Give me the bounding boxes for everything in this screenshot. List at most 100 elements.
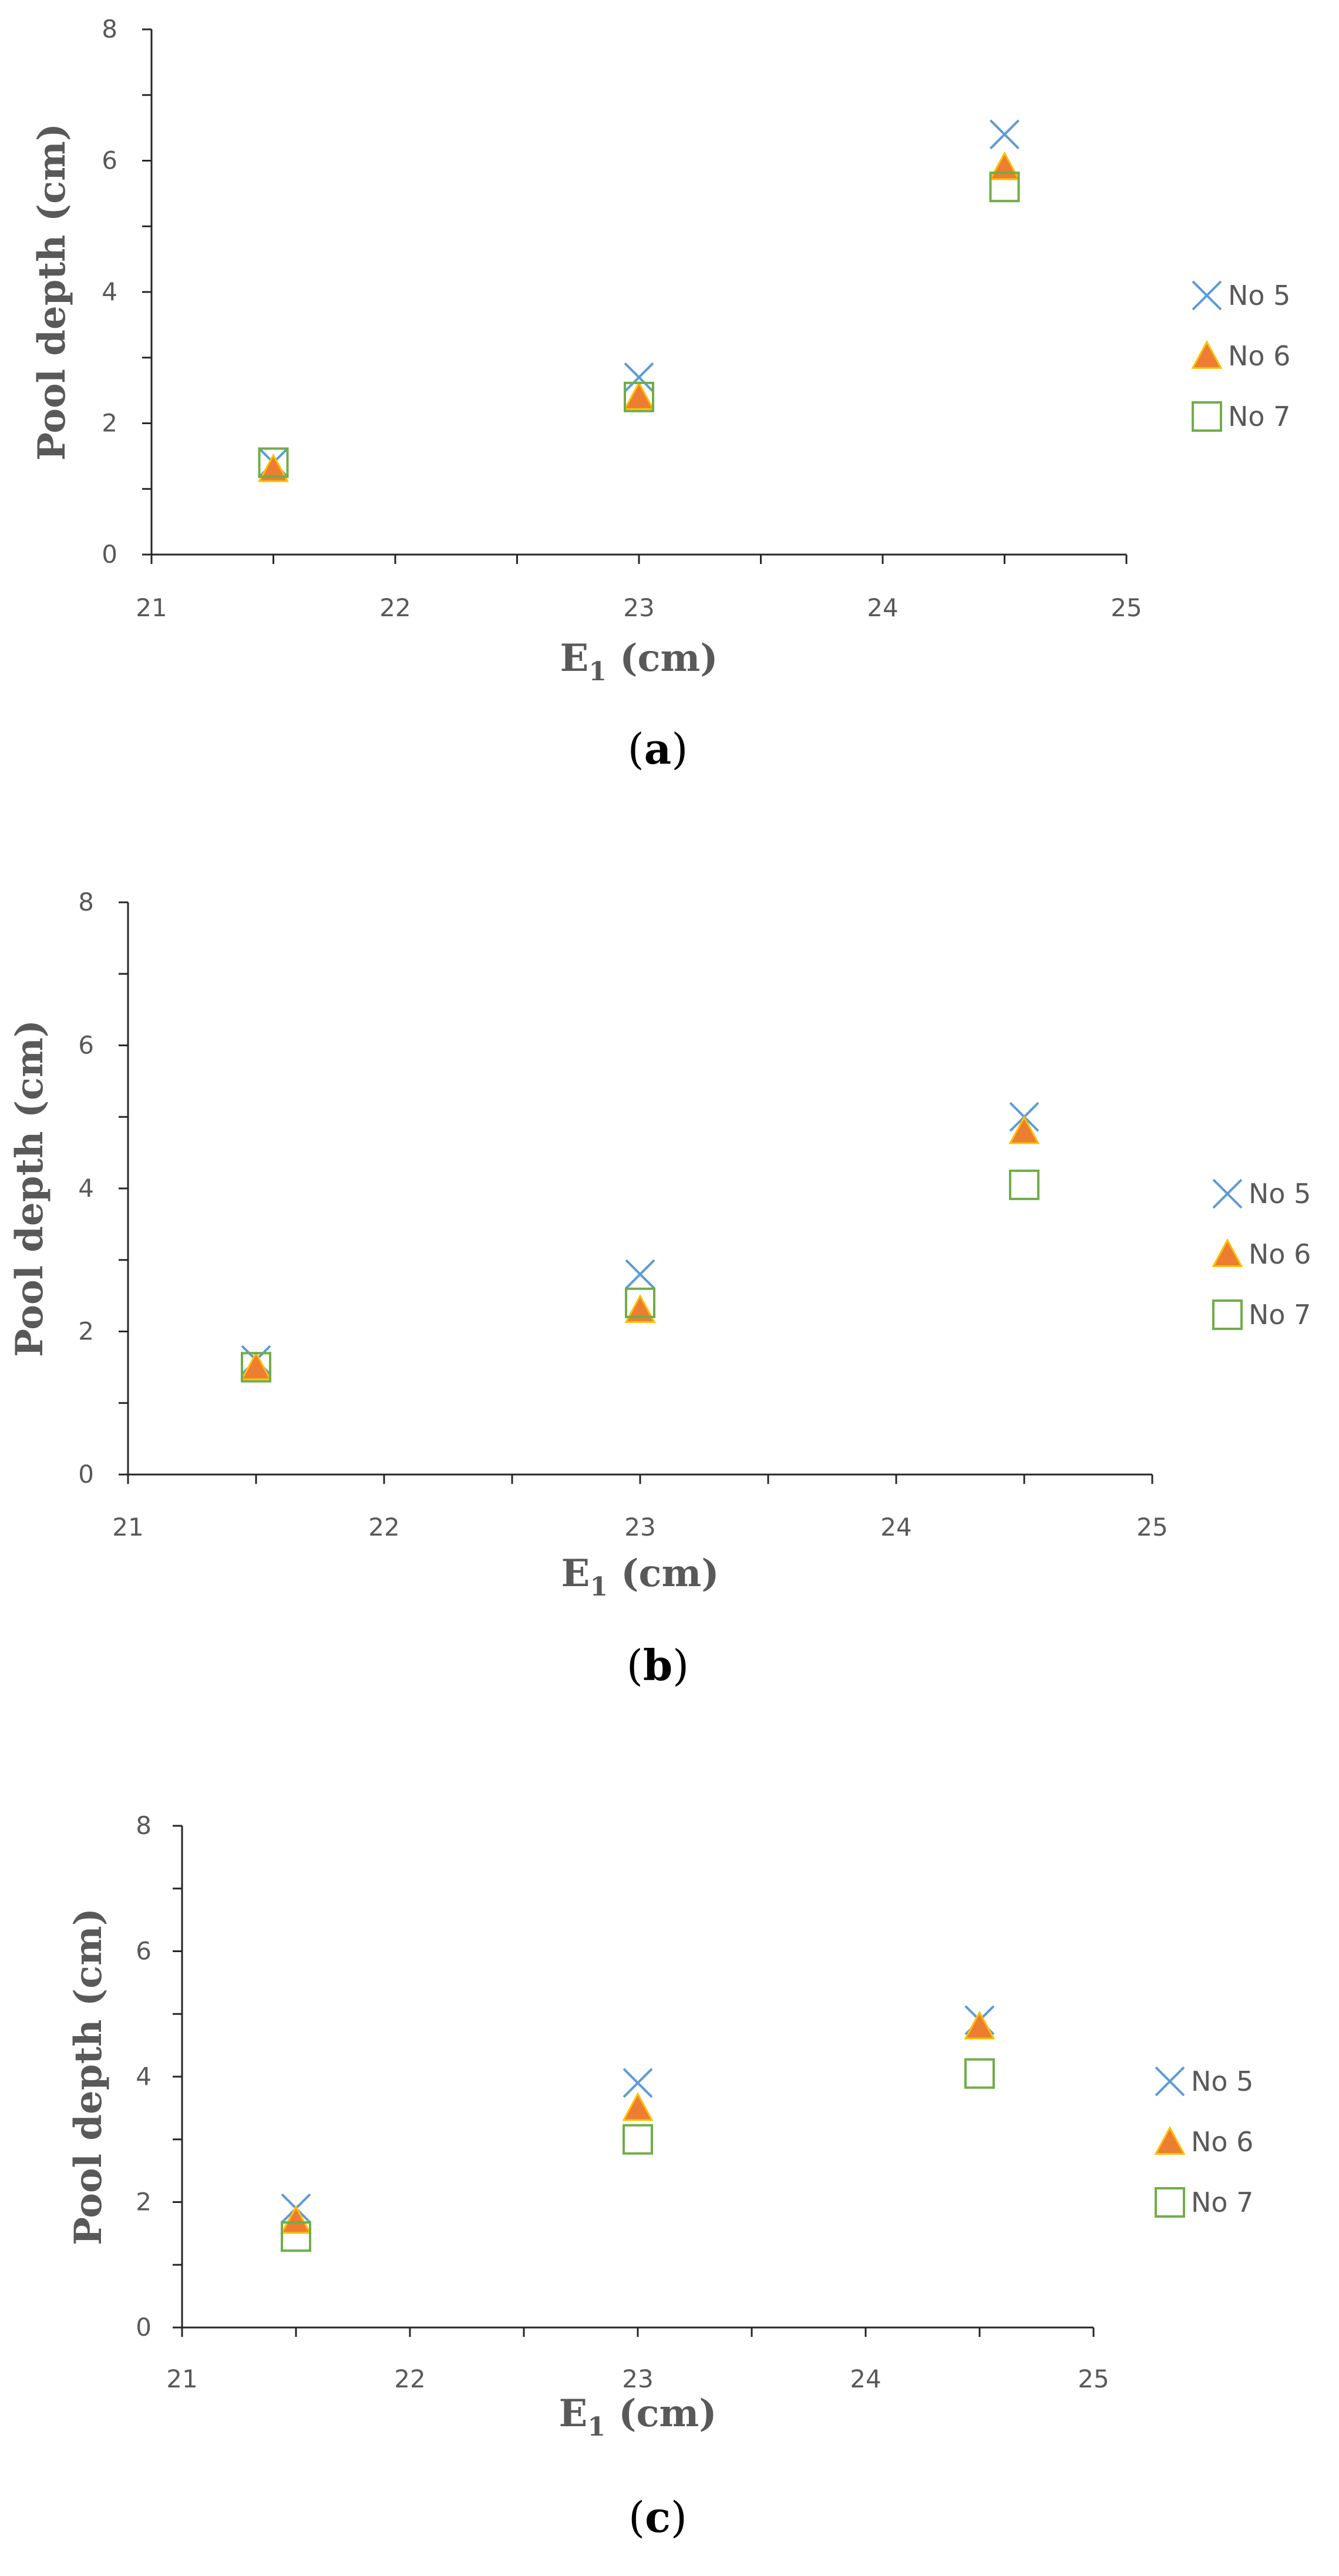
legend: No 5 No 6 No 7 bbox=[1191, 280, 1290, 432]
x-tick-label: 25 bbox=[1136, 1513, 1168, 1541]
data-point bbox=[1008, 1115, 1040, 1144]
x-tick-label: 23 bbox=[624, 1513, 655, 1541]
legend-label: No 5 bbox=[1191, 2065, 1253, 2097]
legend-label: No 5 bbox=[1228, 280, 1290, 311]
series-no-6 bbox=[240, 1115, 1040, 1381]
data-point bbox=[281, 2221, 311, 2252]
y-tick-label: 8 bbox=[102, 15, 117, 43]
panel-label: (b) bbox=[627, 1640, 689, 1690]
x-axis-title: E1 (cm) bbox=[560, 636, 718, 687]
legend-marker bbox=[1154, 2125, 1186, 2155]
y-tick-label: 0 bbox=[102, 540, 117, 569]
legend-marker bbox=[1192, 401, 1222, 432]
y-tick-label: 4 bbox=[136, 2062, 152, 2091]
x-tick-label: 22 bbox=[379, 593, 411, 622]
x-axis-title: E1 (cm) bbox=[559, 2392, 717, 2442]
x-axis-title-main: E bbox=[560, 636, 589, 680]
legend-marker bbox=[1155, 2066, 1185, 2097]
series-no-7 bbox=[258, 172, 1020, 478]
data-point bbox=[964, 2010, 995, 2040]
x-axis-title-main: E bbox=[559, 2392, 588, 2436]
legend-label: No 7 bbox=[1228, 401, 1290, 432]
legend-marker bbox=[1191, 340, 1223, 369]
y-tick-label: 6 bbox=[136, 1937, 152, 1966]
legend-label: No 6 bbox=[1191, 2126, 1253, 2158]
x-tick-label: 24 bbox=[867, 593, 898, 622]
panel-label: (c) bbox=[628, 2492, 687, 2542]
legend: No 5 No 6 No 7 bbox=[1212, 1178, 1311, 1331]
series-no-5 bbox=[258, 119, 1020, 478]
x-axis-title: E1 (cm) bbox=[561, 1551, 719, 1602]
legend-label: No 7 bbox=[1249, 1299, 1311, 1331]
legend-label: No 6 bbox=[1228, 340, 1290, 372]
y-tick-label: 0 bbox=[136, 2313, 152, 2342]
legend-marker bbox=[1212, 1238, 1243, 1267]
series-no-7 bbox=[281, 2058, 995, 2252]
y-tick-label: 2 bbox=[102, 409, 117, 438]
x-tick-label: 24 bbox=[880, 1513, 911, 1541]
x-axis-title-unit: (cm) bbox=[608, 1551, 719, 1596]
data-point bbox=[964, 2058, 995, 2089]
x-tick-label: 23 bbox=[622, 2365, 653, 2393]
x-axis-title-subscript: 1 bbox=[590, 1572, 608, 1602]
x-tick-label: 21 bbox=[112, 1513, 143, 1541]
series-no-7 bbox=[241, 1169, 1039, 1383]
x-axis-title-main: E bbox=[561, 1551, 590, 1596]
x-axis-title-subscript: 1 bbox=[587, 2412, 605, 2442]
data-point bbox=[1009, 1169, 1039, 1200]
x-tick-label: 22 bbox=[368, 1513, 399, 1541]
data-point bbox=[624, 1294, 656, 1323]
x-tick-label: 25 bbox=[1111, 593, 1142, 622]
data-point bbox=[623, 2068, 653, 2098]
legend-label: No 5 bbox=[1249, 1178, 1311, 1210]
data-point bbox=[240, 1351, 272, 1381]
x-tick-label: 22 bbox=[394, 2365, 425, 2393]
y-tick-label: 4 bbox=[102, 277, 117, 306]
data-point bbox=[622, 2092, 654, 2121]
data-point bbox=[257, 453, 290, 482]
data-point bbox=[623, 381, 655, 410]
series-no-6 bbox=[257, 151, 1021, 482]
data-point bbox=[990, 119, 1020, 150]
x-tick-label: 23 bbox=[623, 593, 654, 622]
data-point bbox=[625, 1287, 655, 1318]
legend-marker bbox=[1212, 1178, 1243, 1209]
legend-marker bbox=[1155, 2187, 1185, 2218]
panel-label: (a) bbox=[628, 724, 688, 774]
data-point bbox=[624, 381, 654, 412]
series-no-5 bbox=[241, 1101, 1039, 1375]
x-axis-title-subscript: 1 bbox=[588, 657, 607, 687]
x-tick-label: 24 bbox=[850, 2365, 881, 2393]
y-tick-label: 2 bbox=[136, 2188, 152, 2216]
y-axis-title: Pool depth (cm) bbox=[30, 123, 74, 461]
data-point bbox=[280, 2205, 312, 2234]
series-no-6 bbox=[280, 2010, 995, 2234]
data-point bbox=[623, 2124, 653, 2155]
y-tick-label: 0 bbox=[78, 1460, 94, 1489]
y-tick-label: 4 bbox=[78, 1174, 94, 1203]
x-axis-title-unit: (cm) bbox=[605, 2392, 717, 2436]
x-tick-label: 21 bbox=[166, 2365, 197, 2393]
y-tick-label: 6 bbox=[78, 1031, 94, 1060]
x-axis-title-unit: (cm) bbox=[607, 636, 718, 680]
data-point bbox=[625, 1259, 655, 1289]
legend-marker bbox=[1212, 1299, 1243, 1330]
x-tick-label: 25 bbox=[1078, 2365, 1109, 2393]
data-point bbox=[989, 172, 1020, 203]
data-point bbox=[988, 151, 1021, 180]
y-tick-label: 8 bbox=[78, 888, 94, 916]
legend-label: No 7 bbox=[1191, 2187, 1253, 2218]
data-point bbox=[624, 362, 654, 392]
y-axis-title: Pool depth (cm) bbox=[8, 1020, 52, 1357]
data-point bbox=[241, 1352, 271, 1383]
y-tick-label: 6 bbox=[102, 146, 117, 175]
y-tick-label: 8 bbox=[136, 1811, 152, 1840]
legend-label: No 6 bbox=[1249, 1238, 1311, 1270]
x-tick-label: 21 bbox=[136, 593, 167, 622]
legend-marker bbox=[1192, 280, 1222, 311]
legend: No 5 No 6 No 7 bbox=[1154, 2065, 1253, 2218]
